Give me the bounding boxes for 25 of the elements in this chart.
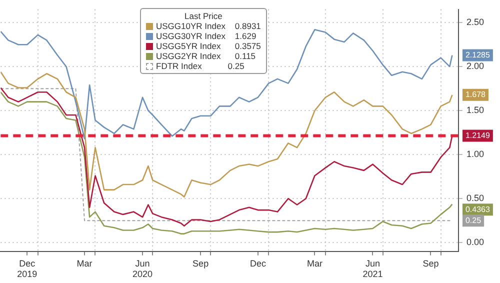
y-tick-label: 1.50 xyxy=(466,105,484,116)
data-label: 0.4363 xyxy=(465,204,491,214)
legend-label: USGG5YR Index 0.3575 xyxy=(156,41,261,51)
legend-label: FDTR Index 0.25 xyxy=(156,61,244,71)
x-tick-label: Jun 2020 xyxy=(132,258,153,280)
data-label: 0.25 xyxy=(465,216,482,225)
x-tick-label: Sep xyxy=(422,258,439,268)
y-tick-label: 0.00 xyxy=(466,237,484,248)
x-tick-label: Dec 2019 xyxy=(17,258,38,280)
y-tick-label: 1.00 xyxy=(466,149,484,160)
y-tick-label: 2.50 xyxy=(466,17,484,28)
x-tick-label: Mar xyxy=(306,258,322,268)
y-tick-label: 0.50 xyxy=(466,193,484,204)
x-tick-label: Sep xyxy=(192,258,209,268)
x-tick-label: Dec xyxy=(250,258,266,268)
y-tick-label: 2.00 xyxy=(466,61,484,72)
legend-label: USGG30YR Index 1.629 xyxy=(156,31,256,41)
x-tick-label: Jun 2021 xyxy=(362,258,383,280)
data-label: 2.1285 xyxy=(465,50,491,60)
legend-title: Last Price xyxy=(184,11,224,21)
legend-label: USGG2YR Index 0.115 xyxy=(156,51,256,61)
x-tick-label: Mar xyxy=(76,258,92,268)
data-label: 1.678 xyxy=(465,90,486,100)
legend-label: USGG10YR Index 0.8931 xyxy=(156,21,261,31)
data-label: 1.2149 xyxy=(465,130,491,140)
